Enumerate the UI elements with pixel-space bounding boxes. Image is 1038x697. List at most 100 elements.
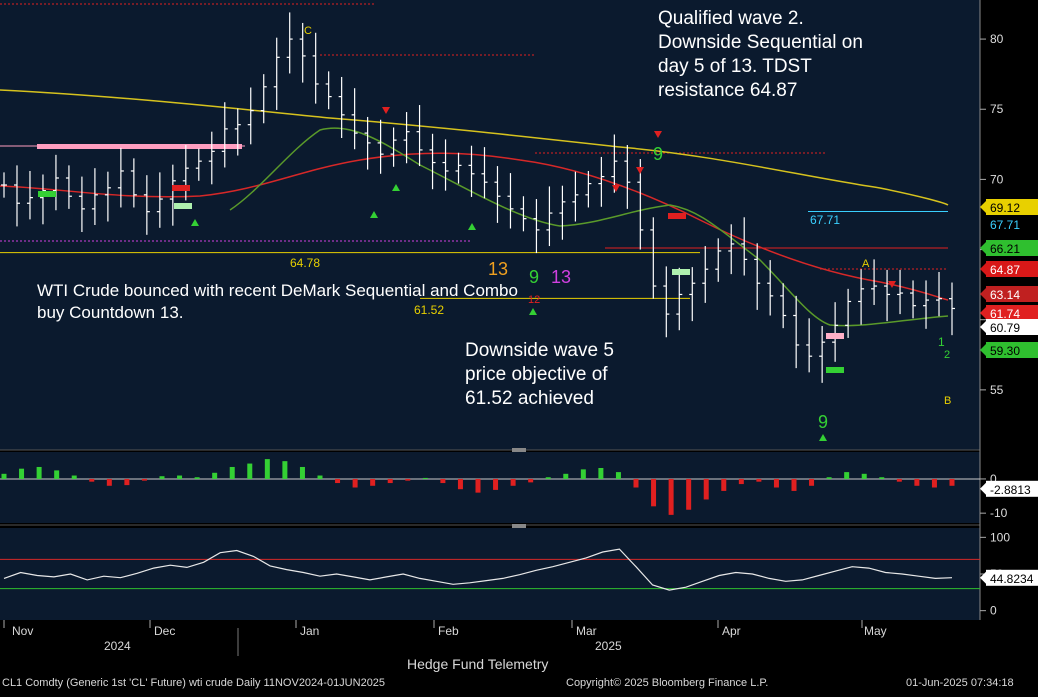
macd-bar bbox=[194, 477, 200, 479]
macd-bar bbox=[1, 473, 7, 479]
macd-bar bbox=[528, 478, 534, 483]
macd-bar bbox=[861, 473, 867, 479]
macd-bar bbox=[493, 478, 499, 490]
macd-bar bbox=[738, 478, 744, 485]
macd-bar bbox=[264, 459, 270, 479]
macd-bar bbox=[387, 478, 393, 484]
count-13-magenta: 13 bbox=[551, 267, 571, 287]
demark-counts bbox=[38, 107, 896, 441]
qualified-wave-line-4: resistance 64.87 bbox=[658, 80, 797, 101]
macd-bar bbox=[756, 478, 762, 482]
bounce-note-line-2: buy Countdown 13. bbox=[37, 303, 184, 322]
price-bars bbox=[1, 12, 955, 383]
macd-bar bbox=[36, 466, 42, 479]
up-arrow bbox=[468, 223, 476, 230]
count-9-top: 9 bbox=[653, 144, 663, 164]
price-badge-pointer bbox=[980, 344, 986, 356]
macd-bar bbox=[124, 478, 130, 486]
macd-bar bbox=[703, 478, 709, 500]
wave5-note-line-1: Downside wave 5 bbox=[465, 340, 614, 361]
macd-bar bbox=[89, 478, 95, 482]
macd-bar bbox=[106, 478, 112, 486]
ma-green bbox=[229, 127, 949, 327]
price-badge-bg bbox=[986, 305, 1038, 321]
price-badge-label: -2.8813 bbox=[990, 483, 1031, 497]
macd-tick-label: -10 bbox=[990, 506, 1008, 520]
qualified-wave-line-2: Downside Sequential on bbox=[658, 32, 863, 53]
signal-marker bbox=[172, 185, 190, 191]
timestamp: 01-Jun-2025 07:34:18 bbox=[906, 677, 1014, 689]
ma-yellow bbox=[0, 89, 949, 206]
down-arrow bbox=[612, 185, 620, 192]
macd-panel-bg bbox=[0, 452, 980, 523]
count-13-orange: 13 bbox=[488, 259, 508, 279]
month-label-feb: Feb bbox=[438, 624, 459, 638]
macd-bar bbox=[949, 478, 955, 486]
macd-bar bbox=[686, 478, 692, 510]
macd-bar bbox=[19, 468, 25, 479]
macd-bar bbox=[809, 478, 815, 486]
price-badge-pointer bbox=[980, 201, 986, 213]
wave-label-2: 2 bbox=[944, 349, 950, 361]
macd-bar bbox=[247, 463, 253, 479]
rsi-tick-label: 0 bbox=[990, 604, 997, 618]
macd-bar bbox=[352, 478, 358, 488]
wave-label-b: B bbox=[944, 395, 951, 407]
price-badge-label: 66.21 bbox=[990, 242, 1020, 256]
year-label-2024: 2024 bbox=[104, 639, 131, 653]
signal-marker bbox=[826, 367, 844, 373]
macd-bar bbox=[931, 478, 937, 488]
price-badge-bg bbox=[986, 342, 1038, 358]
macd-bar bbox=[159, 476, 165, 479]
macd-tick-label: 0 bbox=[990, 472, 997, 486]
panel-grip[interactable] bbox=[512, 524, 526, 528]
macd-bar bbox=[475, 478, 481, 493]
price-badge-pointer bbox=[980, 571, 986, 584]
macd-bar bbox=[422, 477, 428, 479]
macd-bar bbox=[773, 478, 779, 488]
price-badge-bg bbox=[986, 319, 1038, 335]
down-arrow bbox=[888, 281, 896, 288]
price-tick-label: 75 bbox=[990, 102, 1004, 116]
macd-bar bbox=[317, 475, 323, 479]
wave-label-a: A bbox=[862, 258, 870, 270]
down-arrow bbox=[382, 107, 390, 114]
price-badge-pointer bbox=[980, 263, 986, 275]
month-label-jan: Jan bbox=[300, 624, 320, 638]
copyright: Copyright© 2025 Bloomberg Finance L.P. bbox=[566, 677, 769, 689]
price-badge-label: 64.87 bbox=[990, 263, 1020, 277]
ma-red bbox=[0, 152, 949, 301]
month-label-may: May bbox=[864, 624, 887, 638]
rsi-panel-bg bbox=[0, 528, 980, 620]
price-badge-pointer bbox=[980, 482, 986, 495]
up-arrow bbox=[392, 184, 400, 191]
price-badge-bg bbox=[986, 286, 1038, 302]
wave5-note-line-2: price objective of bbox=[465, 364, 608, 385]
count-9-bottom: 9 bbox=[818, 412, 828, 432]
count-9-green: 9 bbox=[529, 267, 539, 287]
price-badge-bg bbox=[986, 569, 1038, 586]
level-lines bbox=[0, 3, 948, 299]
price-badge-bg bbox=[986, 199, 1038, 215]
panel-grip[interactable] bbox=[512, 448, 526, 452]
price-panel-bg bbox=[0, 0, 980, 450]
month-label-mar: Mar bbox=[576, 624, 597, 638]
qualified-wave-line-1: Qualified wave 2. bbox=[658, 8, 804, 29]
up-arrow bbox=[370, 211, 378, 218]
macd-bar bbox=[229, 466, 235, 479]
down-arrow bbox=[654, 131, 662, 138]
up-arrow bbox=[191, 219, 199, 226]
macd-bar bbox=[370, 478, 376, 486]
wave-label-c: C bbox=[304, 25, 312, 37]
macd-bar bbox=[826, 477, 832, 479]
price-badge-label: 69.12 bbox=[990, 201, 1020, 215]
price-badge-pointer bbox=[980, 288, 986, 300]
price-badge-label: 63.14 bbox=[990, 288, 1020, 302]
price-badge-pointer bbox=[980, 321, 986, 333]
macd-bar bbox=[54, 470, 60, 479]
macd-bar bbox=[510, 478, 516, 486]
signal-marker bbox=[668, 213, 686, 219]
